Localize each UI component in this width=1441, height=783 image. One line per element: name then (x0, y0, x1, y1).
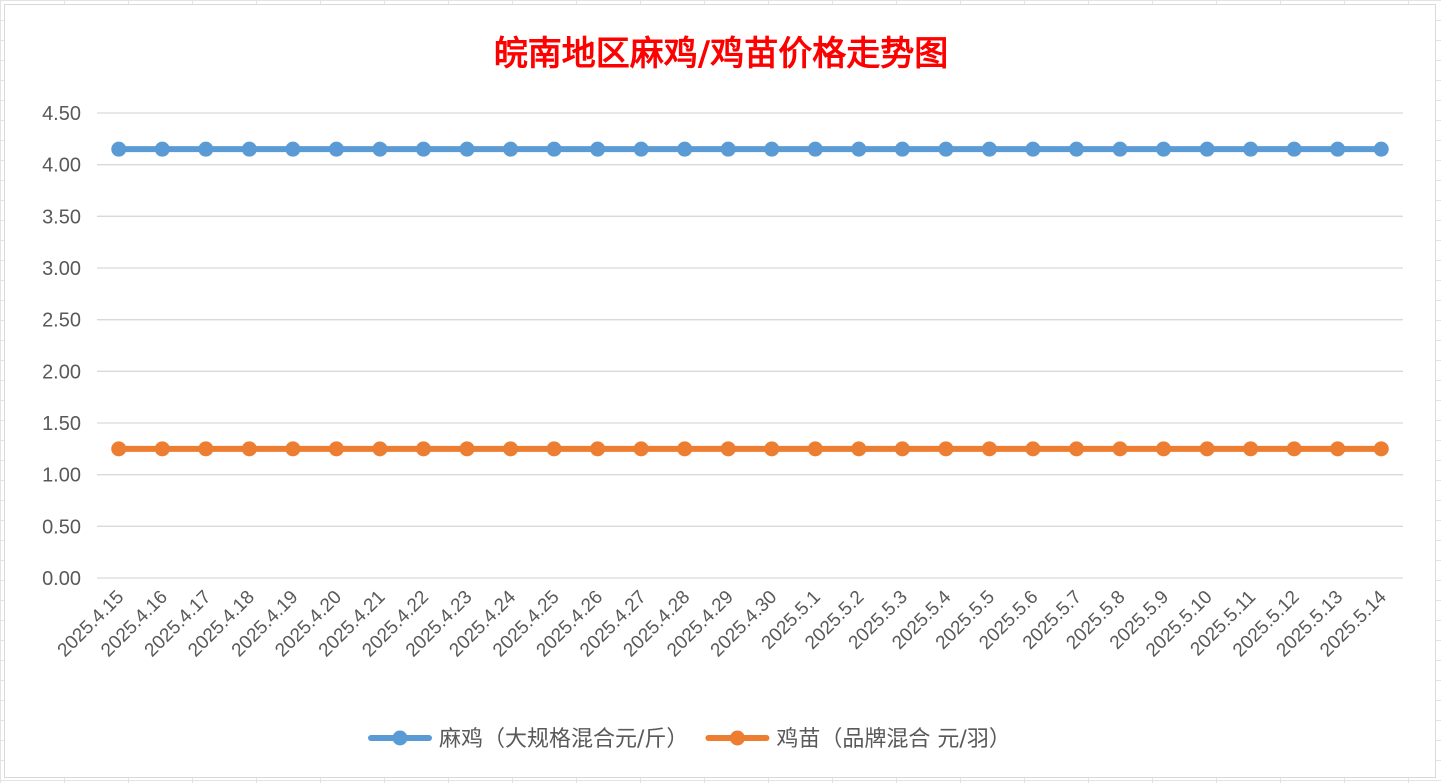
data-point (1286, 441, 1302, 457)
data-point (1330, 141, 1346, 157)
data-point (241, 141, 257, 157)
data-point (546, 441, 562, 457)
data-point (416, 141, 431, 157)
chart-title: 皖南地区麻鸡/鸡苗价格走势图 (494, 34, 948, 74)
data-point (807, 441, 823, 457)
chart-area[interactable]: 皖南地区麻鸡/鸡苗价格走势图 0.00 0.50 1.00 1.50 2.00 2.50 3… (4, 4, 1436, 778)
data-point (111, 441, 127, 457)
legend-label-2: 鸡苗（品牌混合 元/羽） (776, 727, 1010, 752)
data-point (154, 441, 170, 457)
y-tick-label: 4.00 (42, 155, 81, 177)
data-point (764, 441, 780, 457)
data-point (285, 441, 301, 457)
line-chart: 皖南地区麻鸡/鸡苗价格走势图 0.00 0.50 1.00 1.50 2.00 2.50 3… (42, 34, 1403, 752)
data-point (459, 441, 475, 457)
data-point (677, 141, 693, 157)
data-point (1069, 141, 1084, 157)
data-point (894, 441, 910, 457)
data-point (1199, 441, 1215, 457)
data-point (938, 441, 954, 457)
data-point (720, 441, 736, 457)
data-point (328, 441, 344, 457)
data-point (1330, 441, 1346, 457)
data-point (981, 141, 997, 157)
x-axis-labels: 2025.4.152025.4.162025.4.172025.4.182025… (54, 586, 1391, 661)
data-point (851, 141, 867, 157)
y-tick-label: 3.50 (42, 206, 81, 228)
data-point (590, 441, 606, 457)
data-point (1112, 141, 1128, 157)
y-tick-label: 0.50 (42, 516, 81, 538)
data-point (154, 141, 170, 157)
data-point (1199, 141, 1215, 157)
data-point (633, 141, 649, 157)
data-point (1069, 441, 1084, 457)
data-point (807, 141, 823, 157)
data-point (720, 141, 736, 157)
data-point (1373, 141, 1389, 157)
data-point (372, 141, 388, 157)
data-point (590, 141, 606, 157)
data-point (503, 441, 519, 457)
data-point (1025, 141, 1041, 157)
data-point (241, 441, 257, 457)
data-point (633, 441, 649, 457)
data-point (764, 141, 780, 157)
gridlines (97, 112, 1403, 579)
data-point (459, 141, 475, 157)
y-tick-label: 2.50 (42, 310, 81, 332)
data-point (198, 141, 214, 157)
data-point (894, 141, 910, 157)
y-tick-label: 1.00 (42, 465, 81, 487)
y-axis-labels: 0.00 0.50 1.00 1.50 2.00 2.50 3.00 3.50 4.00 4.50 (42, 103, 81, 590)
data-point (1156, 441, 1172, 457)
data-point (1112, 441, 1128, 457)
data-point (372, 441, 388, 457)
y-tick-label: 0.00 (42, 568, 81, 590)
legend-label-1: 麻鸡（大规格混合元/斤） (439, 727, 688, 752)
data-point (198, 441, 214, 457)
data-point (416, 441, 431, 457)
data-point (1243, 141, 1259, 157)
data-point (111, 141, 127, 157)
series-layer (111, 141, 1389, 457)
legend-marker-2 (729, 730, 745, 746)
data-point (546, 141, 562, 157)
legend: 麻鸡（大规格混合元/斤） 鸡苗（品牌混合 元/羽） (368, 727, 1011, 752)
y-tick-label: 4.50 (42, 103, 81, 125)
data-point (981, 441, 997, 457)
data-point (328, 141, 344, 157)
data-point (677, 441, 693, 457)
y-tick-label: 1.50 (42, 413, 81, 435)
data-point (503, 141, 519, 157)
data-point (1025, 441, 1041, 457)
data-point (1373, 441, 1389, 457)
data-point (938, 141, 954, 157)
y-tick-label: 2.00 (42, 361, 81, 383)
data-point (1156, 141, 1172, 157)
data-point (1286, 141, 1302, 157)
legend-marker-1 (392, 730, 408, 746)
data-point (285, 141, 301, 157)
y-tick-label: 3.00 (42, 258, 81, 280)
data-point (1243, 441, 1259, 457)
data-point (851, 441, 867, 457)
